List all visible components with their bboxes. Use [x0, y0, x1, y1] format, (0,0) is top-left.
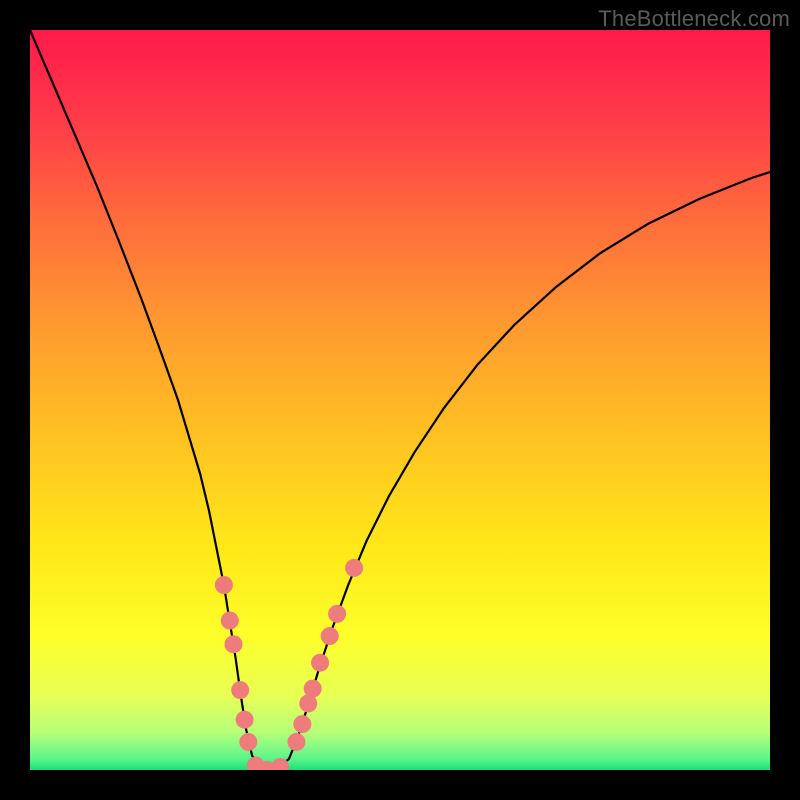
curve-marker: [231, 681, 249, 699]
curve-marker: [293, 715, 311, 733]
curve-marker: [215, 576, 233, 594]
curve-marker: [304, 680, 322, 698]
bottleneck-curve: [30, 30, 770, 770]
watermark-text: TheBottleneck.com: [598, 6, 790, 32]
curve-marker: [328, 605, 346, 623]
curve-marker: [225, 635, 243, 653]
curve-marker: [321, 627, 339, 645]
curve-marker: [221, 612, 239, 630]
curve-marker: [287, 733, 305, 751]
curve-marker: [311, 654, 329, 672]
chart-svg: [30, 30, 770, 770]
curve-marker: [236, 711, 254, 729]
canvas-root: TheBottleneck.com: [0, 0, 800, 800]
curve-marker: [239, 733, 257, 751]
plot-area: [30, 30, 770, 770]
curve-marker: [345, 559, 363, 577]
